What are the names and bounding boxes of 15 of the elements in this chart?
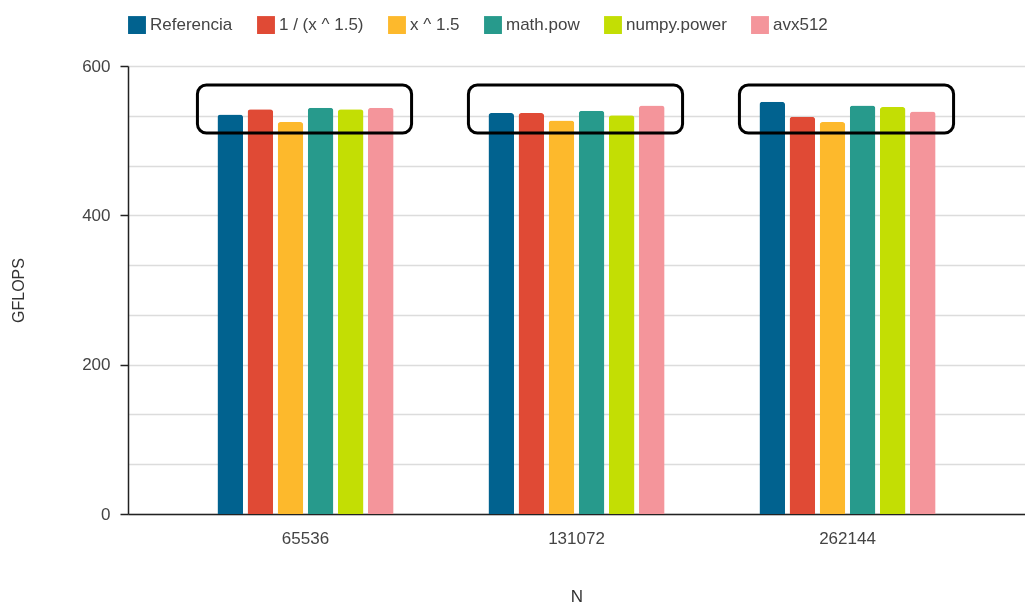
y-tick-label: 200 xyxy=(82,355,111,375)
legend-label: math.pow xyxy=(506,15,581,35)
legend-label: 1 / (x ^ 1.5) xyxy=(279,15,364,35)
legend-label: Referencia xyxy=(150,15,233,35)
y-axis-title: GFLOPS xyxy=(10,258,28,323)
x-tick-label: 65536 xyxy=(281,528,330,548)
x-tick-label: 131072 xyxy=(548,528,605,548)
y-tick-label: 400 xyxy=(82,205,111,225)
x-tick-label: 262144 xyxy=(819,528,876,548)
x-axis-title: N xyxy=(570,586,584,606)
legend-label: numpy.power xyxy=(626,15,728,35)
legend-label: avx512 xyxy=(773,15,828,35)
y-tick-label: 600 xyxy=(82,56,111,76)
y-tick-label: 0 xyxy=(101,504,111,524)
legend-label: x ^ 1.5 xyxy=(410,15,460,35)
